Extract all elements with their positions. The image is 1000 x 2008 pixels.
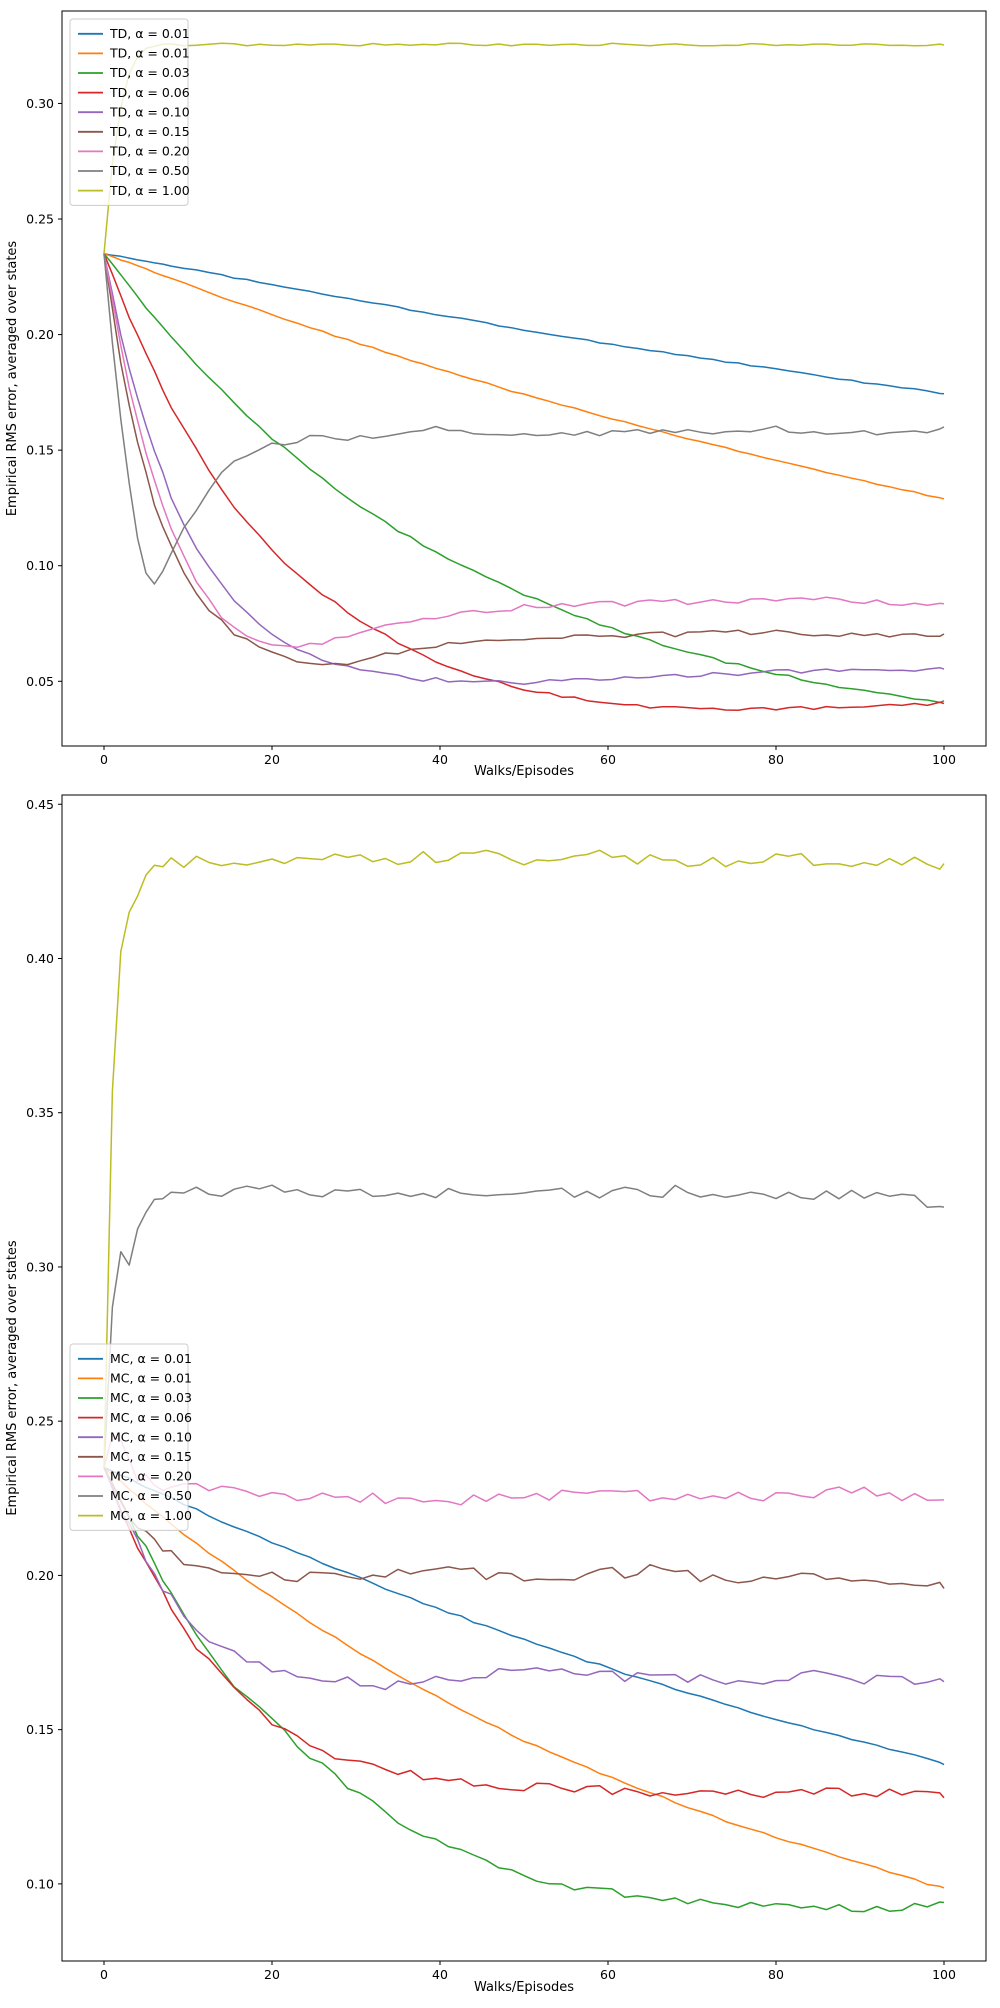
y-tick-label: 0.35 — [26, 1105, 54, 1120]
series-line-mc-1 — [103, 1466, 945, 1889]
legend-label: TD, α = 0.15 — [109, 124, 190, 139]
legend-label: TD, α = 0.06 — [109, 85, 190, 100]
series-line-td-8 — [103, 42, 945, 254]
mc-chart-svg: 0 20 40 60 80 100 0.10 0.15 0.20 0.25 0.30 0.35 0.40… — [5, 794, 987, 1995]
series-line-mc-6 — [103, 1434, 945, 1506]
series-line-td-1 — [103, 252, 945, 500]
x-tick-label: 0 — [100, 1967, 108, 1982]
legend-label: MC, α = 1.00 — [110, 1508, 192, 1523]
y-tick-label: 0.15 — [26, 1722, 54, 1737]
y-tick-label: 0.05 — [26, 674, 54, 689]
x-tick-label: 80 — [768, 752, 784, 767]
x-tick-label: 40 — [432, 752, 448, 767]
x-axis-label: Walks/Episodes — [474, 1980, 574, 1995]
x-tick-label: 100 — [932, 1967, 956, 1982]
y-tick-label: 0.40 — [26, 951, 54, 966]
plot-frame — [61, 794, 987, 1962]
legend-label: TD, α = 0.10 — [109, 104, 190, 119]
y-tick-label: 0.30 — [26, 96, 54, 111]
legend-label: MC, α = 0.01 — [110, 1371, 192, 1386]
legend-label: TD, α = 1.00 — [109, 183, 190, 198]
series-line-mc-8 — [103, 849, 945, 1468]
series-line-td-3 — [103, 253, 945, 711]
legend-label: TD, α = 0.20 — [109, 144, 190, 159]
legend-label: MC, α = 0.50 — [110, 1488, 192, 1503]
legend-label: MC, α = 0.03 — [110, 1390, 192, 1405]
series-line-td-7 — [103, 253, 945, 585]
legend-box — [69, 1343, 189, 1531]
legend-label: TD, α = 0.01 — [109, 26, 190, 41]
series-line-mc-4 — [103, 1467, 945, 1691]
y-tick-label: 0.20 — [26, 1568, 54, 1583]
y-tick-label: 0.15 — [26, 443, 54, 458]
series-line-td-4 — [103, 253, 945, 686]
series-line-mc-3 — [103, 1467, 945, 1799]
x-tick-label: 20 — [264, 752, 280, 767]
x-tick-label: 0 — [100, 752, 108, 767]
x-tick-label: 60 — [600, 752, 616, 767]
td-error-chart: 0 20 40 60 80 100 0.05 0.10 0.15 0.20 0.25 0.30 Walk… — [0, 0, 1000, 784]
mc-error-chart: 0 20 40 60 80 100 0.10 0.15 0.20 0.25 0.30 0.35 0.40… — [0, 784, 1000, 2008]
y-tick-label: 0.20 — [26, 327, 54, 342]
x-axis-label: Walks/Episodes — [474, 764, 574, 779]
x-tick-label: 100 — [932, 752, 956, 767]
series-line-td-2 — [103, 253, 945, 704]
legend-label: MC, α = 0.20 — [110, 1469, 192, 1484]
legend-box — [69, 18, 189, 206]
plot-frame — [61, 10, 987, 747]
y-tick-label: 0.45 — [26, 797, 54, 812]
series-line-td-5 — [103, 253, 945, 666]
y-axis-label: Empirical RMS error, averaged over state… — [5, 241, 20, 517]
legend-label: TD, α = 0.50 — [109, 163, 190, 178]
y-tick-label: 0.10 — [26, 1876, 54, 1891]
legend-label: MC, α = 0.01 — [110, 1351, 192, 1366]
y-tick-label: 0.10 — [26, 558, 54, 573]
y-tick-label: 0.25 — [26, 212, 54, 227]
series-line-td-6 — [103, 253, 945, 649]
legend-label: TD, α = 0.03 — [109, 65, 190, 80]
series-line-mc-5 — [103, 1467, 945, 1589]
legend-label: MC, α = 0.15 — [110, 1449, 192, 1464]
series-line-mc-0 — [103, 1466, 945, 1766]
x-tick-label: 60 — [600, 1967, 616, 1982]
legend-label: TD, α = 0.01 — [109, 46, 190, 61]
legend-label: MC, α = 0.10 — [110, 1429, 192, 1444]
series-line-mc-7 — [103, 1184, 945, 1468]
y-tick-label: 0.30 — [26, 1259, 54, 1274]
x-tick-label: 20 — [264, 1967, 280, 1982]
y-axis-label: Empirical RMS error, averaged over state… — [5, 1240, 20, 1516]
x-tick-label: 40 — [432, 1967, 448, 1982]
series-line-mc-2 — [103, 1467, 945, 1913]
td-chart-svg: 0 20 40 60 80 100 0.05 0.10 0.15 0.20 0.25 0.30 Walk… — [5, 10, 987, 779]
series-line-td-0 — [103, 252, 945, 395]
x-tick-label: 80 — [768, 1967, 784, 1982]
legend-label: MC, α = 0.06 — [110, 1410, 192, 1425]
y-tick-label: 0.25 — [26, 1414, 54, 1429]
